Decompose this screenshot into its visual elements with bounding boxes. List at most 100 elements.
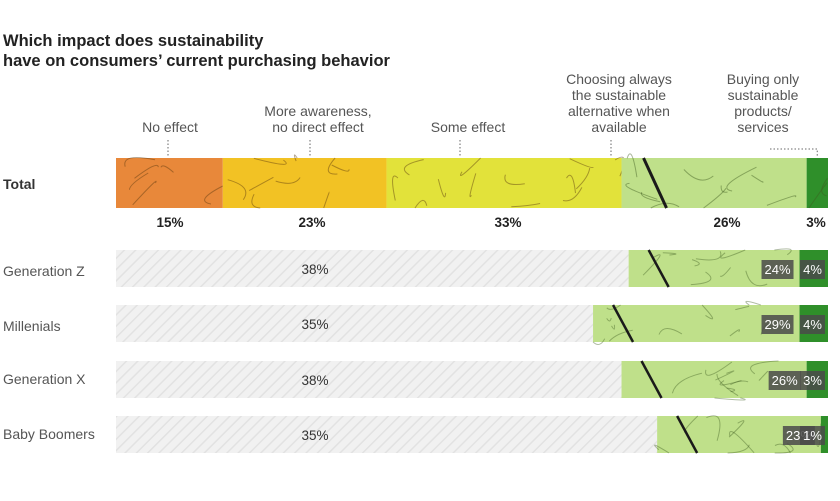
leaf-vein — [758, 370, 769, 381]
leaf-vein — [808, 182, 828, 209]
generation-row-4: Baby Boomers 35% 23%1% — [3, 415, 828, 454]
segment-header-line: Choosing always — [566, 71, 672, 87]
always-pct-label: 29% — [765, 317, 791, 332]
leaf-stem — [642, 157, 668, 209]
leaf-vein — [606, 304, 621, 310]
row-label-total: Total — [3, 176, 35, 192]
leaf-vein — [469, 173, 477, 197]
row-label: Generation X — [3, 371, 86, 387]
leaf-vein — [662, 252, 677, 256]
segment-header-line: services — [737, 119, 788, 135]
leaf-vein — [323, 191, 330, 209]
leaf-vein — [735, 305, 750, 311]
leaf-vein — [626, 153, 638, 178]
segment-header-line: Buying only — [727, 71, 799, 87]
leaf-vein — [625, 182, 658, 200]
leaf-vein — [460, 157, 481, 176]
total-segment-3 — [386, 156, 625, 209]
only-pct-badge — [800, 260, 825, 279]
leaf-vein — [719, 267, 731, 277]
leaf-vein — [128, 172, 149, 190]
total-segment-1 — [116, 157, 224, 208]
leaf-vein — [730, 380, 749, 386]
segment-header-line: alternative when — [568, 103, 670, 119]
only-pct-badge — [800, 426, 825, 445]
other-pct-label: 38% — [301, 373, 328, 388]
leaf-vein — [642, 254, 661, 276]
total-bar — [116, 158, 223, 208]
leaf-vein — [705, 361, 733, 376]
leaf-vein — [275, 177, 301, 184]
leaf-vein — [562, 187, 583, 202]
leaf-vein — [774, 248, 792, 256]
leaf-vein — [751, 174, 764, 183]
leaf-vein — [720, 249, 746, 259]
leaf-vein — [727, 444, 750, 454]
always-pct-badge — [761, 315, 794, 334]
leaf-stem — [611, 304, 635, 343]
always-pct-label: 24% — [765, 262, 791, 277]
segment-header-line: products/ — [734, 103, 792, 119]
other-pct-label: 35% — [301, 428, 328, 443]
leaf-vein — [729, 431, 755, 454]
leaf-vein — [327, 157, 338, 175]
leaf-vein — [414, 199, 428, 209]
segment-header-5: Buying only sustainable products/services — [727, 71, 799, 135]
leaf-vein — [293, 154, 298, 162]
other-pct-label: 35% — [301, 317, 328, 332]
leaf-vein — [654, 444, 670, 454]
leaf-vein — [504, 174, 525, 185]
total-pct-label-1: 15% — [156, 215, 183, 230]
total-pct-label-5: 3% — [806, 215, 826, 230]
leaf-vein — [124, 157, 156, 167]
chart-title: Which impact does sustainability have on… — [3, 31, 390, 71]
leaf-vein — [566, 174, 576, 194]
leaf-vein — [511, 203, 541, 208]
leaf-vein — [640, 191, 661, 203]
leaf-stem — [647, 249, 670, 288]
leaf-vein — [160, 165, 174, 173]
segment-header-1: No effect — [142, 119, 198, 135]
row-label: Baby Boomers — [3, 426, 95, 442]
segment-headers: No effect More awareness, no direct effect… — [142, 71, 799, 135]
leaf-vein — [204, 185, 224, 205]
leaf-vein — [611, 324, 616, 330]
always-pct-label: 26% — [772, 373, 798, 388]
leaf-vein — [249, 176, 274, 191]
leaf-vein — [726, 387, 736, 393]
leaf-vein — [691, 259, 700, 267]
total-pct-label-2: 23% — [298, 215, 325, 230]
only-pct-badge — [800, 371, 825, 390]
segment-header-line: More awareness, — [264, 103, 371, 119]
leaf-vein — [701, 304, 714, 320]
generation-row-1: Generation Z 38% 24% 4% — [3, 248, 828, 288]
leaf-vein — [331, 164, 350, 172]
leaf-vein — [575, 168, 591, 190]
only-pct-label: 1% — [803, 428, 822, 443]
leaf-vein — [132, 180, 157, 206]
leaf-vein — [728, 420, 745, 438]
segment-header-4: Choosing always the sustainable alternativ… — [566, 71, 672, 135]
total-bar — [621, 158, 807, 208]
leaf-stem — [640, 360, 663, 399]
leaf-vein — [714, 397, 746, 401]
leaf-stem — [676, 415, 699, 454]
leaf-vein — [706, 415, 721, 441]
segment-header-line: the sustainable — [572, 87, 666, 103]
leaf-vein — [690, 271, 712, 286]
leaf-vein — [726, 166, 757, 192]
only-pct-badge — [800, 315, 825, 334]
header-leader-lines — [167, 140, 818, 156]
leaf-vein — [729, 329, 741, 337]
leaf-vein — [671, 372, 703, 394]
leaf-vein — [716, 373, 739, 397]
segment-header-line: No effect — [142, 119, 198, 135]
only-pct-label: 3% — [803, 373, 822, 388]
row-label: Generation Z — [3, 263, 85, 279]
leaf-vein — [745, 270, 768, 287]
leaf-vein — [821, 178, 828, 197]
total-bar — [222, 158, 387, 208]
only-pct-label: 4% — [803, 317, 822, 332]
leaf-vein — [227, 179, 247, 200]
